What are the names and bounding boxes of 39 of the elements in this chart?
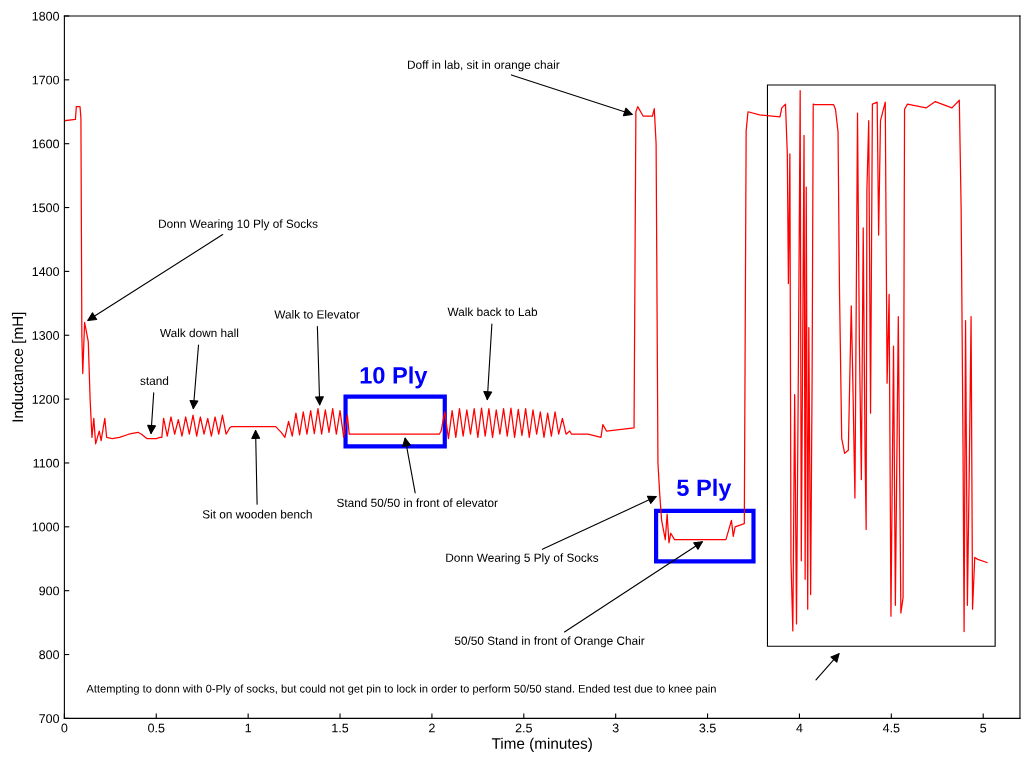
y-tick-label: 1100: [33, 458, 60, 468]
annotation: 5 Ply: [677, 478, 732, 501]
y-tick-label: 1600: [32, 139, 60, 149]
annotation: 50/50 Stand in front of Orange Chair: [454, 636, 645, 648]
annotation: Donn Wearing 5 Ply of Socks: [446, 553, 599, 565]
x-axis-title: Time (minutes): [491, 737, 592, 752]
line-series: [64, 90, 988, 633]
x-tick-label: 3: [612, 723, 619, 733]
y-tick-label: 1000: [32, 522, 60, 532]
y-tick-label: 1700: [32, 75, 60, 85]
x-tick-label: 2: [429, 723, 435, 733]
x-tick-label: 1.5: [332, 723, 349, 733]
annotation: Attempting to donn with 0-Ply of socks, but could not get pin to lock in order to perform 50/50 stand. Ended test due to knee pain: [86, 684, 716, 695]
y-tick-label: 1300: [32, 331, 60, 340]
y-tick-label: 700: [39, 714, 60, 724]
annotation: Sit on wooden bench: [202, 509, 312, 519]
x-tick-label: 0: [61, 723, 68, 733]
y-tick-label: 1500: [32, 203, 60, 213]
x-tick-label: 5: [980, 723, 987, 733]
annotation: Donn Wearing 10 Ply of Socks: [159, 219, 318, 231]
annotation: Walk to Elevator: [274, 309, 360, 319]
annotation: Walk back to Lab: [447, 307, 538, 317]
x-tick-label: 0.5: [148, 723, 165, 733]
y-tick-label: 1400: [32, 267, 60, 277]
annotation: Stand 50/50 in front of elevator: [337, 498, 498, 507]
annotation: Walk down hall: [159, 328, 239, 338]
y-tick-label: 1200: [32, 394, 60, 404]
x-tick-label: 3.5: [699, 723, 716, 733]
annotation: stand: [140, 376, 169, 386]
y-axis-title: Inductance [mH]: [11, 312, 27, 422]
x-tick-label: 1: [245, 723, 252, 733]
annotation: Doff in lab, sit in orange chair: [408, 60, 560, 72]
x-tick-label: 2.5: [515, 723, 532, 733]
y-tick-label: 1800: [32, 11, 60, 21]
y-tick-label: 900: [39, 586, 60, 596]
x-tick-label: 4: [796, 723, 803, 733]
annotation: 10 Ply: [360, 366, 428, 389]
y-tick-label: 800: [39, 650, 60, 660]
x-tick-label: 4.5: [882, 723, 900, 733]
